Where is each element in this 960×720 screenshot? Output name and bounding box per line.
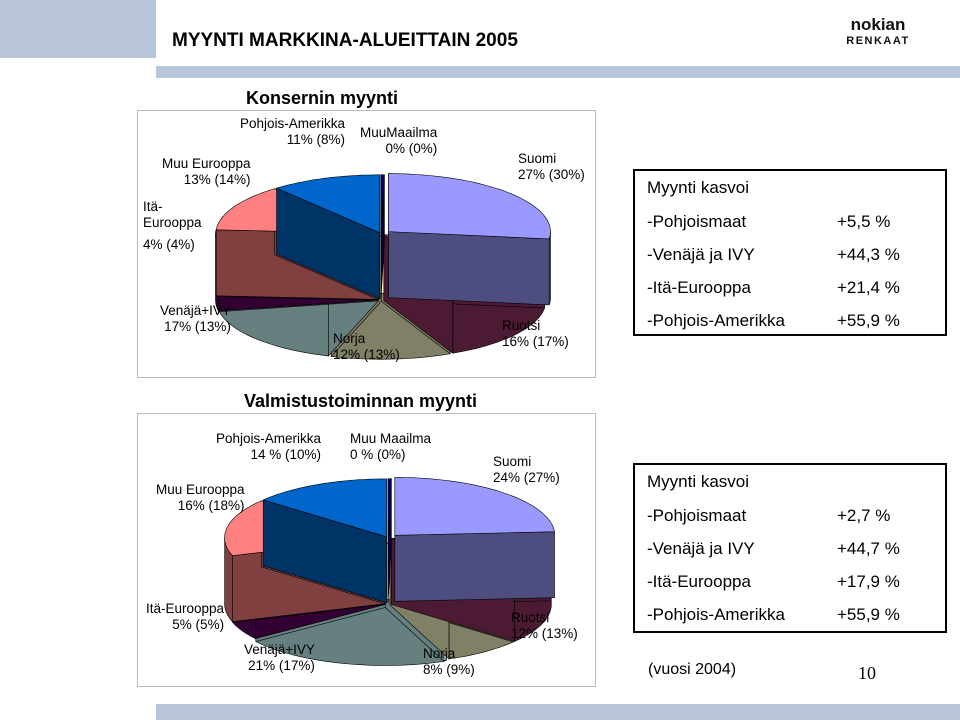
pie-slice-suomi (394, 477, 555, 602)
logo-wordmark: nokian (851, 16, 906, 34)
slice-label-pohjois-amerikka: Pohjois-Amerikka 14 % (10%) (216, 431, 322, 462)
growth-row-pohjoismaat: -Pohjoismaat +5,5 % (647, 212, 891, 231)
growth-row-venaja-ivy: -Venäjä ja IVY +44,3 % (647, 245, 900, 264)
growth-row-pohjois-amerikka: -Pohjois-Amerikka +55,9 % (647, 605, 900, 624)
nokian-renkaat-logo: nokian RENKAAT (846, 16, 909, 46)
growth-box-valmistustoiminta: Myynti kasvoi -Pohjoismaat +2,7 % -Venäjä… (633, 463, 947, 633)
pie-slice-pohjois-amerikka (275, 174, 381, 300)
chart-title-valmistustoiminta: Valmistustoiminnan myynti (244, 391, 478, 411)
page-number: 10 (858, 663, 876, 683)
growth-box-title: Myynti kasvoi (647, 178, 750, 197)
slice-label-ruotsi: Ruotsi 16% (17%) (502, 318, 569, 349)
slice-label-pohjois-amerikka: Pohjois-Amerikka 11% (8%) (240, 116, 346, 147)
corner-accent-block (0, 0, 156, 58)
pie-slice-muu-maailma (387, 478, 392, 603)
pie-slice-top (262, 478, 387, 538)
pie-slice-top (275, 174, 381, 234)
growth-row-ita-eurooppa: -Itä-Eurooppa +17,9 % (647, 572, 900, 591)
pie-slice-top (394, 477, 555, 536)
slice-label-muu-eurooppa: Muu Eurooppa 13% (14%) (162, 156, 251, 187)
slice-label-ruotsi: Ruotsi 12% (13%) (511, 610, 578, 641)
chart-title-konserni: Konsernin myynti (246, 88, 399, 108)
slice-label-norja: Norja 8% (9%) (423, 646, 475, 677)
pie-slice-side (394, 531, 555, 602)
growth-row-ita-eurooppa: -Itä-Eurooppa +21,4 % (647, 278, 900, 297)
logo-subtitle: RENKAAT (846, 35, 909, 46)
slice-label-suomi: Suomi 27% (30%) (518, 151, 585, 182)
growth-row-venaja-ivy: -Venäjä ja IVY +44,7 % (647, 539, 900, 558)
slice-label-norja: Norja 12% (13%) (333, 331, 400, 362)
footnote: (vuosi 2004) (648, 661, 737, 678)
pie-slice-side (388, 231, 550, 306)
growth-row-pohjoismaat: -Pohjoismaat +2,7 % (647, 506, 891, 525)
slice-label-muu-maailma: MuuMaailma 0% (0%) (360, 125, 438, 156)
pie-slice-top (387, 478, 392, 537)
chart-area-valmistustoiminta: Suomi 24% (27%) Ruotsi 12% (13%) Norja 8… (137, 413, 596, 687)
page-title: MYYNTI MARKKINA-ALUEITTAIN 2005 (172, 30, 518, 51)
pie-chart-konserni (215, 173, 551, 360)
chart-area-konserni: Suomi 27% (30%) Ruotsi 16% (17%) Norja 1… (137, 110, 596, 378)
header-band (156, 0, 960, 58)
slice-label-ita-eurooppa: Itä- Eurooppa 4% (4%) (143, 199, 202, 252)
pie-slice-muumaailma (380, 174, 385, 299)
pie-slice-top (388, 173, 551, 240)
growth-row-pohjois-amerikka: -Pohjois-Amerikka +55,9 % (647, 311, 900, 330)
growth-box-title: Myynti kasvoi (647, 472, 750, 491)
slice-label-venaja-ivy: Venäjä+IVY 17% (13%) (160, 303, 231, 334)
slice-label-venaja-ivy: Venäjä+IVY 21% (17%) (244, 642, 315, 673)
growth-box-konserni: Myynti kasvoi -Pohjoismaat +5,5 % -Venäjä… (633, 169, 947, 336)
slice-label-suomi: Suomi 24% (27%) (493, 454, 560, 485)
slice-label-ita-eurooppa: Itä-Eurooppa 5% (5%) (146, 601, 225, 632)
pie-slice-top (380, 174, 385, 233)
pie-slice-pohjois-amerikka (262, 478, 387, 604)
bottom-accent-band (156, 704, 960, 720)
slice-label-muu-maailma: Muu Maailma 0 % (0%) (350, 431, 432, 462)
title-underline-band (156, 66, 960, 78)
slice-label-muu-eurooppa: Muu Eurooppa 16% (18%) (156, 482, 245, 513)
pie-chart-valmistustoiminta (224, 477, 555, 666)
pie-slice-suomi (388, 173, 551, 306)
